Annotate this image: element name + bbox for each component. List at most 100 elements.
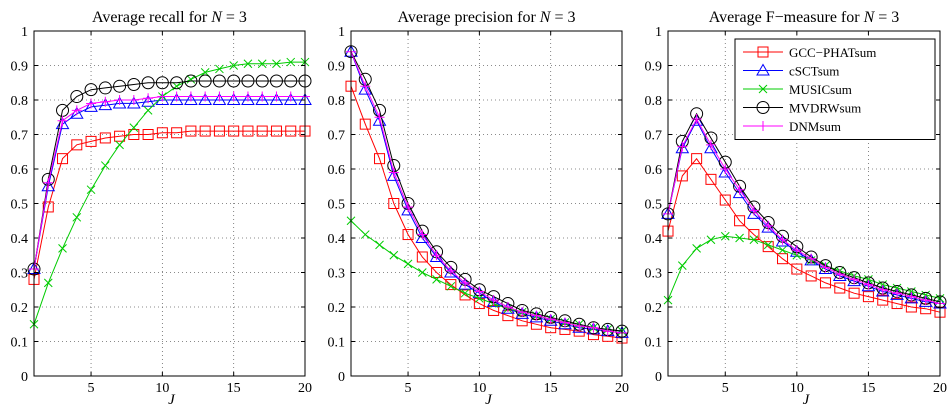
data-point <box>677 261 687 270</box>
series-DNMsum <box>346 46 627 338</box>
data-point <box>806 253 817 264</box>
series-MVDRWsum <box>27 74 312 276</box>
data-point <box>228 91 239 102</box>
series-line <box>33 130 305 280</box>
data-point <box>677 141 688 152</box>
data-point <box>748 205 759 216</box>
y-tick-label: 0.3 <box>645 267 663 282</box>
data-point <box>113 79 127 93</box>
data-point <box>761 220 776 233</box>
data-point <box>432 275 441 284</box>
chart-title-prefix: Average F−measure for <box>709 9 864 26</box>
data-point <box>127 77 141 91</box>
data-point <box>283 92 298 105</box>
data-point <box>719 194 731 206</box>
series-GCC−PHATsum <box>28 125 311 285</box>
data-point <box>863 279 874 290</box>
y-tick-label: 0.8 <box>645 94 663 109</box>
x-axis-label: J <box>803 392 811 406</box>
data-point <box>905 301 917 313</box>
legend-label: GCC−PHATsum <box>789 45 876 60</box>
y-tick-label: 0.4 <box>645 232 663 247</box>
data-point <box>112 96 127 109</box>
data-point <box>71 105 82 116</box>
x-tick-label: 20 <box>933 381 947 396</box>
data-point <box>170 76 184 90</box>
data-point <box>227 74 241 88</box>
data-point <box>718 165 733 178</box>
x-tick-label: 10 <box>472 381 486 396</box>
data-point <box>602 326 613 337</box>
data-point <box>460 288 470 298</box>
data-point <box>200 68 210 77</box>
chart-title-suffix: = 3 <box>550 9 575 26</box>
data-point <box>862 291 874 303</box>
data-point <box>789 244 804 257</box>
data-point <box>705 139 716 150</box>
data-point <box>98 81 112 95</box>
data-point <box>255 92 270 105</box>
data-point <box>143 93 154 104</box>
y-tick-label: 0.6 <box>11 163 29 178</box>
data-point <box>488 304 500 316</box>
legend-marker <box>756 63 770 76</box>
y-tick-label: 0.9 <box>645 60 663 75</box>
data-point <box>285 91 296 102</box>
series-line <box>33 80 305 270</box>
data-point <box>460 277 471 288</box>
data-point <box>389 250 399 260</box>
data-point <box>85 135 97 147</box>
data-point <box>475 294 484 303</box>
data-point <box>792 250 802 260</box>
data-point <box>402 229 414 241</box>
data-point <box>185 125 197 137</box>
data-point <box>171 91 182 102</box>
y-tick-label: 0.4 <box>328 232 346 247</box>
data-point <box>198 74 212 88</box>
data-point <box>215 64 224 74</box>
data-point <box>431 267 443 278</box>
data-point <box>834 269 845 280</box>
y-tick-label: 0.2 <box>645 301 663 316</box>
chart-title-variable: N <box>539 9 552 26</box>
data-point <box>142 129 154 140</box>
data-point <box>114 95 125 105</box>
y-tick-label: 0.6 <box>645 163 663 178</box>
data-point <box>734 184 745 195</box>
legend-label: MVDRWsum <box>789 101 861 116</box>
data-point <box>374 153 386 165</box>
data-point <box>517 307 528 318</box>
data-point <box>416 251 428 263</box>
data-point <box>226 92 241 105</box>
data-point <box>388 198 400 209</box>
data-point <box>242 125 254 137</box>
data-point <box>185 91 196 102</box>
data-point <box>429 249 444 262</box>
data-point <box>114 130 126 142</box>
chart-title: Average F−measure for N = 3 <box>709 9 900 26</box>
data-point <box>820 262 831 273</box>
y-tick-label: 0.8 <box>328 94 346 109</box>
data-point <box>84 99 98 112</box>
data-point <box>257 91 268 102</box>
data-point <box>72 212 82 222</box>
y-tick-label: 0.5 <box>11 198 29 213</box>
series-line <box>350 51 623 332</box>
data-point <box>574 320 585 331</box>
data-point <box>155 76 169 90</box>
data-point <box>431 250 442 261</box>
series-line <box>350 51 623 334</box>
data-point <box>734 215 746 227</box>
data-point <box>415 230 430 243</box>
data-point <box>270 125 282 137</box>
chart-title-variable: N <box>863 9 876 26</box>
x-tick-label: 10 <box>155 381 169 396</box>
y-tick-label: 0.7 <box>11 129 29 144</box>
data-point <box>126 96 141 109</box>
data-point <box>763 240 773 250</box>
y-tick-label: 0.9 <box>328 60 346 75</box>
data-point <box>559 317 570 328</box>
data-point <box>676 170 688 182</box>
data-point <box>691 153 703 165</box>
